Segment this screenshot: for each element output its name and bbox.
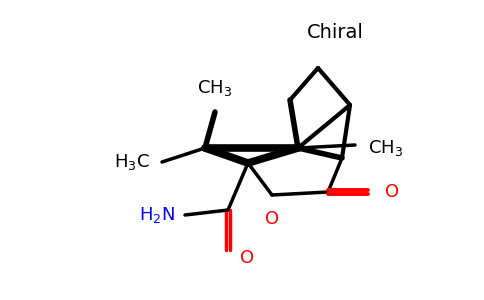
Text: O: O — [265, 210, 279, 228]
Text: CH$_3$: CH$_3$ — [368, 138, 403, 158]
Text: CH$_3$: CH$_3$ — [197, 78, 233, 98]
Text: Chiral: Chiral — [306, 22, 363, 41]
Text: H$_2$N: H$_2$N — [139, 205, 175, 225]
Text: O: O — [240, 249, 254, 267]
Text: O: O — [385, 183, 399, 201]
Text: H$_3$C: H$_3$C — [114, 152, 150, 172]
